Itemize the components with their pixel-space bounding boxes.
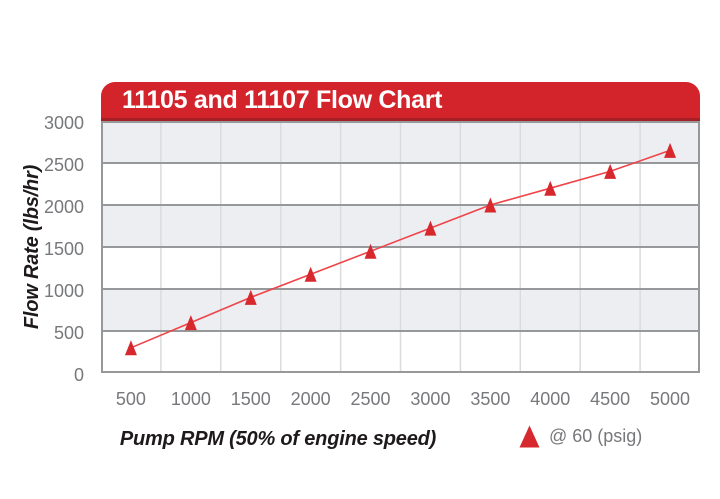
x-tick-label: 3500 <box>470 389 511 409</box>
flow-series-line <box>130 149 671 349</box>
data-point-marker <box>184 315 197 331</box>
y-axis-title: Flow Rate (lbs/hr) <box>21 164 43 330</box>
x-tick-label: 4000 <box>530 389 571 409</box>
data-point-marker <box>304 266 317 282</box>
data-point-marker <box>124 340 137 356</box>
x-tick-label: 500 <box>115 389 146 409</box>
x-tick-label: 5000 <box>650 389 691 409</box>
y-tick-label: 500 <box>53 323 84 343</box>
x-axis-title: Pump RPM (50% of engine speed) <box>119 428 437 450</box>
data-point-marker <box>364 243 377 259</box>
y-tick-label: 2000 <box>43 197 84 217</box>
y-tick-label: 1000 <box>43 281 84 301</box>
x-tick-label: 1000 <box>170 389 211 409</box>
x-tick-label: 4500 <box>590 389 631 409</box>
data-point-marker <box>604 163 617 179</box>
data-point-marker <box>544 180 557 196</box>
plot-area <box>101 121 700 373</box>
data-point-marker <box>424 220 437 236</box>
data-point-marker <box>664 142 677 158</box>
y-tick-label: 3000 <box>43 113 84 133</box>
legend: @ 60 (psig) <box>519 425 642 448</box>
y-tick-label: 2500 <box>43 155 84 175</box>
chart-title-banner: 11105 and 11107 Flow Chart <box>101 82 700 121</box>
plot-border <box>101 121 700 373</box>
x-tick-label: 2500 <box>350 389 391 409</box>
y-tick-label: 1500 <box>43 239 84 259</box>
x-tick-label: 1500 <box>230 389 271 409</box>
legend-triangle-icon <box>519 425 540 448</box>
y-tick-label: 0 <box>73 365 84 385</box>
data-point-marker <box>244 289 257 305</box>
x-tick-label: 3000 <box>410 389 451 409</box>
chart-title: 11105 and 11107 Flow Chart <box>122 85 443 114</box>
legend-label: @ 60 (psig) <box>549 426 643 446</box>
data-point-marker <box>484 197 497 213</box>
x-tick-label: 2000 <box>290 389 331 409</box>
